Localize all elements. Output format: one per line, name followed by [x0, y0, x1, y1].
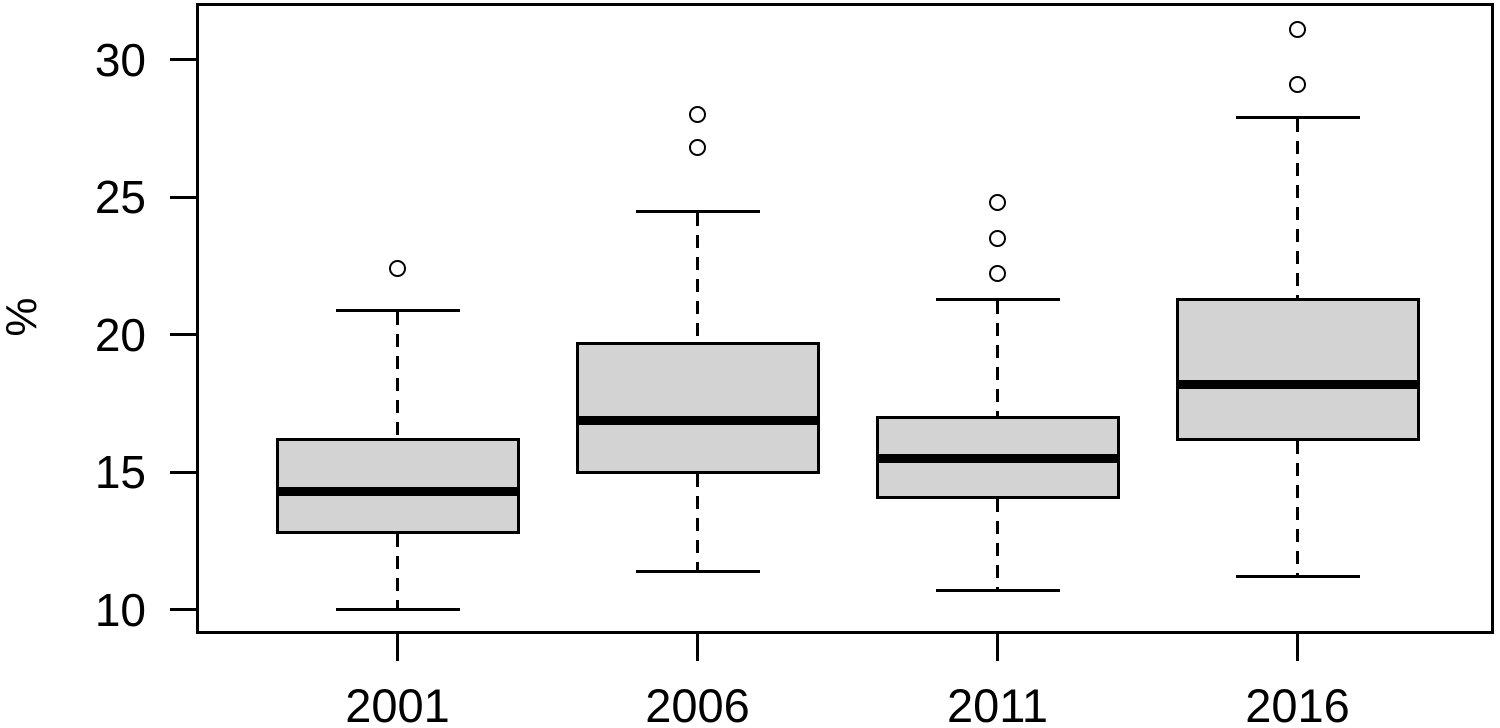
x-tick-2016: [1296, 633, 1299, 661]
outlier-2016-1: [1288, 20, 1306, 38]
whisker-cap-low-2016: [1235, 575, 1360, 579]
y-tick-10: [170, 608, 198, 612]
outlier-2011-1: [988, 229, 1006, 247]
whisker-upper-2011: [996, 300, 999, 416]
median-2011: [875, 454, 1120, 464]
iqr-box-2001: [275, 437, 520, 535]
outlier-2006-0: [688, 138, 706, 156]
iqr-box-2016: [1175, 297, 1420, 441]
median-2016: [1175, 379, 1420, 389]
whisker-lower-2011: [996, 498, 999, 590]
x-tick-2001: [396, 633, 399, 661]
outlier-2016-0: [1288, 75, 1306, 93]
whisker-lower-2001: [396, 534, 399, 609]
y-tick-label-25: 25: [94, 171, 146, 224]
whisker-upper-2016: [1296, 119, 1299, 298]
whisker-cap-low-2001: [335, 608, 460, 612]
x-tick-label-2001: 2001: [345, 679, 450, 728]
whisker-cap-high-2001: [335, 308, 460, 312]
x-tick-2011: [996, 633, 999, 661]
whisker-lower-2006: [696, 473, 699, 570]
whisker-cap-high-2016: [1235, 116, 1360, 120]
whisker-cap-low-2011: [935, 589, 1060, 593]
y-tick-20: [170, 333, 198, 337]
x-tick-label-2011: 2011: [946, 679, 1049, 728]
y-tick-label-15: 15: [94, 446, 146, 499]
x-tick-2006: [696, 633, 699, 661]
y-tick-15: [170, 470, 198, 474]
y-tick-30: [170, 58, 198, 62]
median-2001: [275, 487, 520, 497]
outlier-2006-1: [688, 105, 706, 123]
whisker-upper-2006: [696, 212, 699, 342]
iqr-box-2006: [575, 341, 820, 474]
whisker-lower-2016: [1296, 440, 1299, 576]
outlier-2011-0: [988, 265, 1006, 283]
x-tick-label-2006: 2006: [645, 679, 750, 728]
y-tick-label-30: 30: [94, 33, 146, 86]
x-tick-label-2016: 2016: [1245, 679, 1350, 728]
outlier-2011-2: [988, 193, 1006, 211]
whisker-cap-low-2006: [635, 569, 760, 573]
median-2006: [575, 415, 820, 425]
whisker-cap-high-2011: [935, 297, 1060, 301]
y-tick-label-10: 10: [94, 583, 146, 636]
outlier-2001-0: [388, 259, 406, 277]
y-tick-label-20: 20: [94, 308, 146, 361]
whisker-cap-high-2006: [635, 209, 760, 213]
whisker-upper-2001: [396, 311, 399, 438]
y-tick-25: [170, 195, 198, 199]
